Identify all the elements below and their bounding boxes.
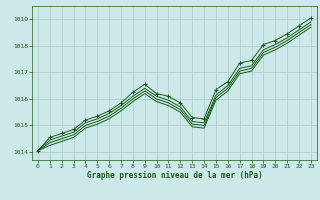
X-axis label: Graphe pression niveau de la mer (hPa): Graphe pression niveau de la mer (hPa): [86, 171, 262, 180]
